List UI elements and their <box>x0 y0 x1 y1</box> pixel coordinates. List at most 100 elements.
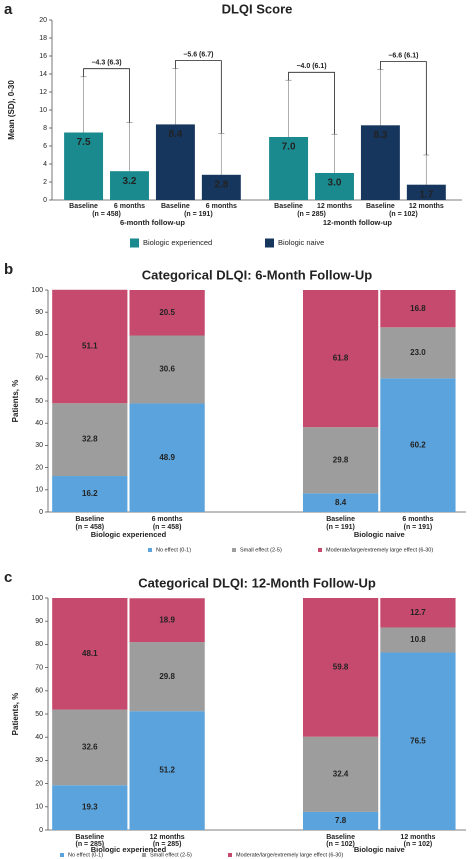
legend-swatch <box>148 548 152 552</box>
chart-title: Categorical DLQI: 6-Month Follow-Up <box>142 267 372 282</box>
group-label: Biologic experienced <box>91 845 167 854</box>
value-label: 8.4 <box>335 498 347 507</box>
bar-segment <box>129 711 205 830</box>
value-label: 3.0 <box>328 178 342 189</box>
bar-segment <box>380 652 456 830</box>
sample-size: (n = 285) <box>153 841 182 848</box>
sample-size: (n = 458) <box>92 211 121 218</box>
bar-segment <box>52 709 128 786</box>
group-label: Biologic experienced <box>91 530 167 539</box>
bar-segment <box>52 289 128 404</box>
legend-label: Biologic naive <box>278 238 324 247</box>
x-tick-label: Baseline <box>75 834 104 841</box>
group-label: 12-month follow-up <box>323 218 393 227</box>
y-tick-label: 12 <box>39 89 47 96</box>
change-bracket <box>288 71 335 135</box>
sample-size: (n = 458) <box>153 524 182 531</box>
x-tick-label: Baseline <box>75 516 104 523</box>
value-label: 7.5 <box>77 137 91 148</box>
x-tick-label: 6 months <box>206 203 237 210</box>
y-axis-label: Mean (SD), 0-30 <box>7 80 16 140</box>
value-label: 18.9 <box>159 615 175 624</box>
value-label: 8.4 <box>168 129 182 140</box>
bar-segment <box>380 598 456 628</box>
y-tick-label: 0 <box>39 509 43 516</box>
y-tick-label: 10 <box>39 107 47 114</box>
legend-label: Moderate/large/extremely large effect (6… <box>326 547 433 553</box>
value-label: 32.6 <box>82 743 98 752</box>
bar-segment <box>129 642 205 712</box>
y-tick-label: 50 <box>35 711 43 718</box>
x-tick-label: Baseline <box>161 203 190 210</box>
x-tick-label: 12 months <box>400 834 435 841</box>
y-tick-label: 60 <box>35 376 43 383</box>
y-tick-label: 100 <box>31 287 43 294</box>
value-label: 61.8 <box>333 354 349 363</box>
bar-segment <box>129 403 205 512</box>
sample-size: (n = 458) <box>75 524 104 531</box>
legend-swatch <box>265 238 274 248</box>
y-tick-label: 70 <box>35 353 43 360</box>
bar-segment <box>302 598 379 737</box>
value-label: 7.0 <box>282 142 296 153</box>
value-label: 10.8 <box>410 635 426 644</box>
y-tick-label: 50 <box>35 398 43 405</box>
legend-swatch <box>228 853 232 857</box>
y-tick-label: 20 <box>35 780 43 787</box>
y-tick-label: 90 <box>35 618 43 625</box>
value-label: 19.3 <box>82 803 98 812</box>
legend-swatch <box>60 853 64 857</box>
y-tick-label: 6 <box>43 143 47 150</box>
y-tick-label: 10 <box>35 487 43 494</box>
y-tick-label: 80 <box>35 331 43 338</box>
x-tick-label: 12 months <box>409 203 444 210</box>
sample-size: (n = 191) <box>326 524 355 531</box>
y-tick-label: 100 <box>31 595 43 602</box>
group-label: Biologic naive <box>354 530 405 539</box>
y-tick-label: 60 <box>35 688 43 695</box>
y-tick-label: 90 <box>35 309 43 316</box>
x-tick-label: 6 months <box>152 516 183 523</box>
bar <box>315 173 354 200</box>
sample-size: (n = 191) <box>184 211 213 218</box>
bar <box>110 171 149 200</box>
value-label: 8.3 <box>373 130 387 141</box>
value-label: 16.2 <box>82 489 98 498</box>
bar <box>155 124 195 200</box>
y-tick-label: 80 <box>35 641 43 648</box>
x-tick-label: 6 months <box>114 203 145 210</box>
y-axis-label: Patients, % <box>11 380 20 423</box>
panel-letter: c <box>4 569 12 586</box>
x-tick-label: 12 months <box>317 203 352 210</box>
bar-segment <box>52 785 128 830</box>
bar-segment <box>380 327 456 379</box>
group-label: 6-month follow-up <box>120 218 185 227</box>
x-tick-label: Baseline <box>274 203 303 210</box>
legend-label: No effect (0-1) <box>156 547 191 553</box>
y-tick-label: 18 <box>39 35 47 42</box>
x-tick-label: Baseline <box>69 203 98 210</box>
bar-segment <box>52 598 128 710</box>
legend-swatch <box>318 548 322 552</box>
bar-segment <box>380 290 456 328</box>
value-label: 29.8 <box>333 455 349 464</box>
bar <box>269 137 309 200</box>
legend-label: Biologic experienced <box>143 238 212 247</box>
sample-size: (n = 285) <box>75 841 104 848</box>
change-bracket <box>380 61 427 155</box>
x-tick-label: 6 months <box>402 516 433 523</box>
bar-segment <box>129 598 205 643</box>
value-label: 32.4 <box>333 769 349 778</box>
bar-segment <box>302 811 379 830</box>
y-tick-label: 40 <box>35 734 43 741</box>
value-label: 48.1 <box>82 649 98 658</box>
legend-label: Small effect (2-5) <box>240 547 282 553</box>
value-label: 12.7 <box>410 608 426 617</box>
y-tick-label: 40 <box>35 420 43 427</box>
change-label: −4.0 (6.1) <box>296 63 326 70</box>
value-label: 59.8 <box>333 662 349 671</box>
change-label: −5.6 (6.7) <box>183 51 213 58</box>
bar-segment <box>302 493 379 512</box>
y-tick-label: 30 <box>35 757 43 764</box>
